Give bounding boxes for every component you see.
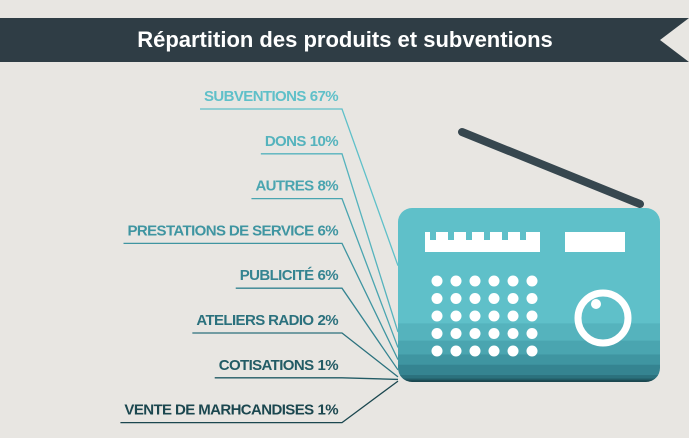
speaker-dot: [488, 345, 500, 357]
speaker-dot: [507, 345, 519, 357]
antenna: [458, 128, 644, 208]
speaker-dot: [469, 328, 481, 339]
value-label: 2%: [318, 312, 339, 329]
display: [565, 232, 625, 252]
category-label: DONS: [265, 133, 307, 150]
dial-tick: [484, 232, 490, 240]
leader-line: [214, 377, 399, 381]
speaker-dot: [469, 345, 481, 357]
speaker-dot: [450, 328, 462, 339]
speaker-dot: [431, 310, 443, 322]
leader-line: [235, 287, 399, 371]
band: [398, 375, 660, 380]
speaker-dot: [450, 293, 462, 304]
speaker-dot: [526, 310, 538, 322]
chart-title: Répartition des produits et subventions: [137, 27, 553, 52]
speaker-dot: [469, 275, 481, 287]
speaker-dot: [431, 293, 443, 304]
category-label: PUBLICITÉ: [240, 267, 314, 284]
speaker-dot: [507, 328, 519, 339]
speaker-dot: [507, 310, 519, 322]
speaker-dot: [526, 275, 538, 287]
dial-tick: [430, 232, 436, 240]
speaker-dot: [450, 310, 462, 322]
category-label: ATELIERS RADIO: [196, 312, 314, 329]
speaker-dot: [507, 293, 519, 304]
band: [398, 354, 660, 366]
speaker-dot: [450, 345, 462, 357]
value-label: 8%: [318, 178, 339, 195]
value-label: 1%: [318, 402, 339, 419]
speaker-dot: [431, 328, 443, 339]
knob-dot: [591, 299, 601, 309]
speaker-dot: [488, 275, 500, 287]
speaker-dot: [526, 293, 538, 304]
value-label: 67%: [310, 88, 338, 105]
category-label: PRESTATIONS DE SERVICE: [128, 222, 315, 239]
speaker-dot: [507, 275, 519, 287]
band: [398, 208, 660, 324]
dial-tick: [520, 232, 526, 240]
dial-tick: [502, 232, 508, 240]
speaker-dot: [488, 293, 500, 304]
leader-line: [200, 108, 399, 266]
knob: [574, 289, 632, 347]
band: [398, 378, 660, 381]
value-label: 6%: [318, 222, 339, 239]
leader-line: [120, 380, 399, 424]
speaker-dot: [488, 328, 500, 339]
leader-line: [251, 197, 399, 348]
leader-line: [192, 332, 399, 378]
speaker-dot: [450, 275, 462, 287]
value-label: 10%: [310, 133, 338, 150]
category-label: VENTE DE MARHCANDISES: [124, 402, 314, 419]
value-label: 1%: [318, 357, 339, 374]
band: [398, 380, 660, 382]
speaker-dot: [469, 310, 481, 322]
speaker-dot: [526, 345, 538, 357]
category-label: SUBVENTIONS: [204, 88, 306, 105]
speaker-dot: [431, 345, 443, 357]
speaker-dot: [488, 310, 500, 322]
dial-tick: [466, 232, 472, 240]
speaker-dot: [431, 275, 443, 287]
category-label: AUTRES: [255, 178, 314, 195]
leader-line: [123, 242, 399, 360]
speaker-dot: [469, 293, 481, 304]
value-label: 6%: [318, 267, 339, 284]
title-banner: [0, 18, 689, 62]
dial-tick: [448, 232, 454, 240]
radio-decor: [425, 232, 632, 357]
category-label: COTISATIONS: [219, 357, 314, 374]
band: [398, 364, 660, 376]
speaker-dot: [526, 328, 538, 339]
leader-line: [260, 153, 399, 333]
